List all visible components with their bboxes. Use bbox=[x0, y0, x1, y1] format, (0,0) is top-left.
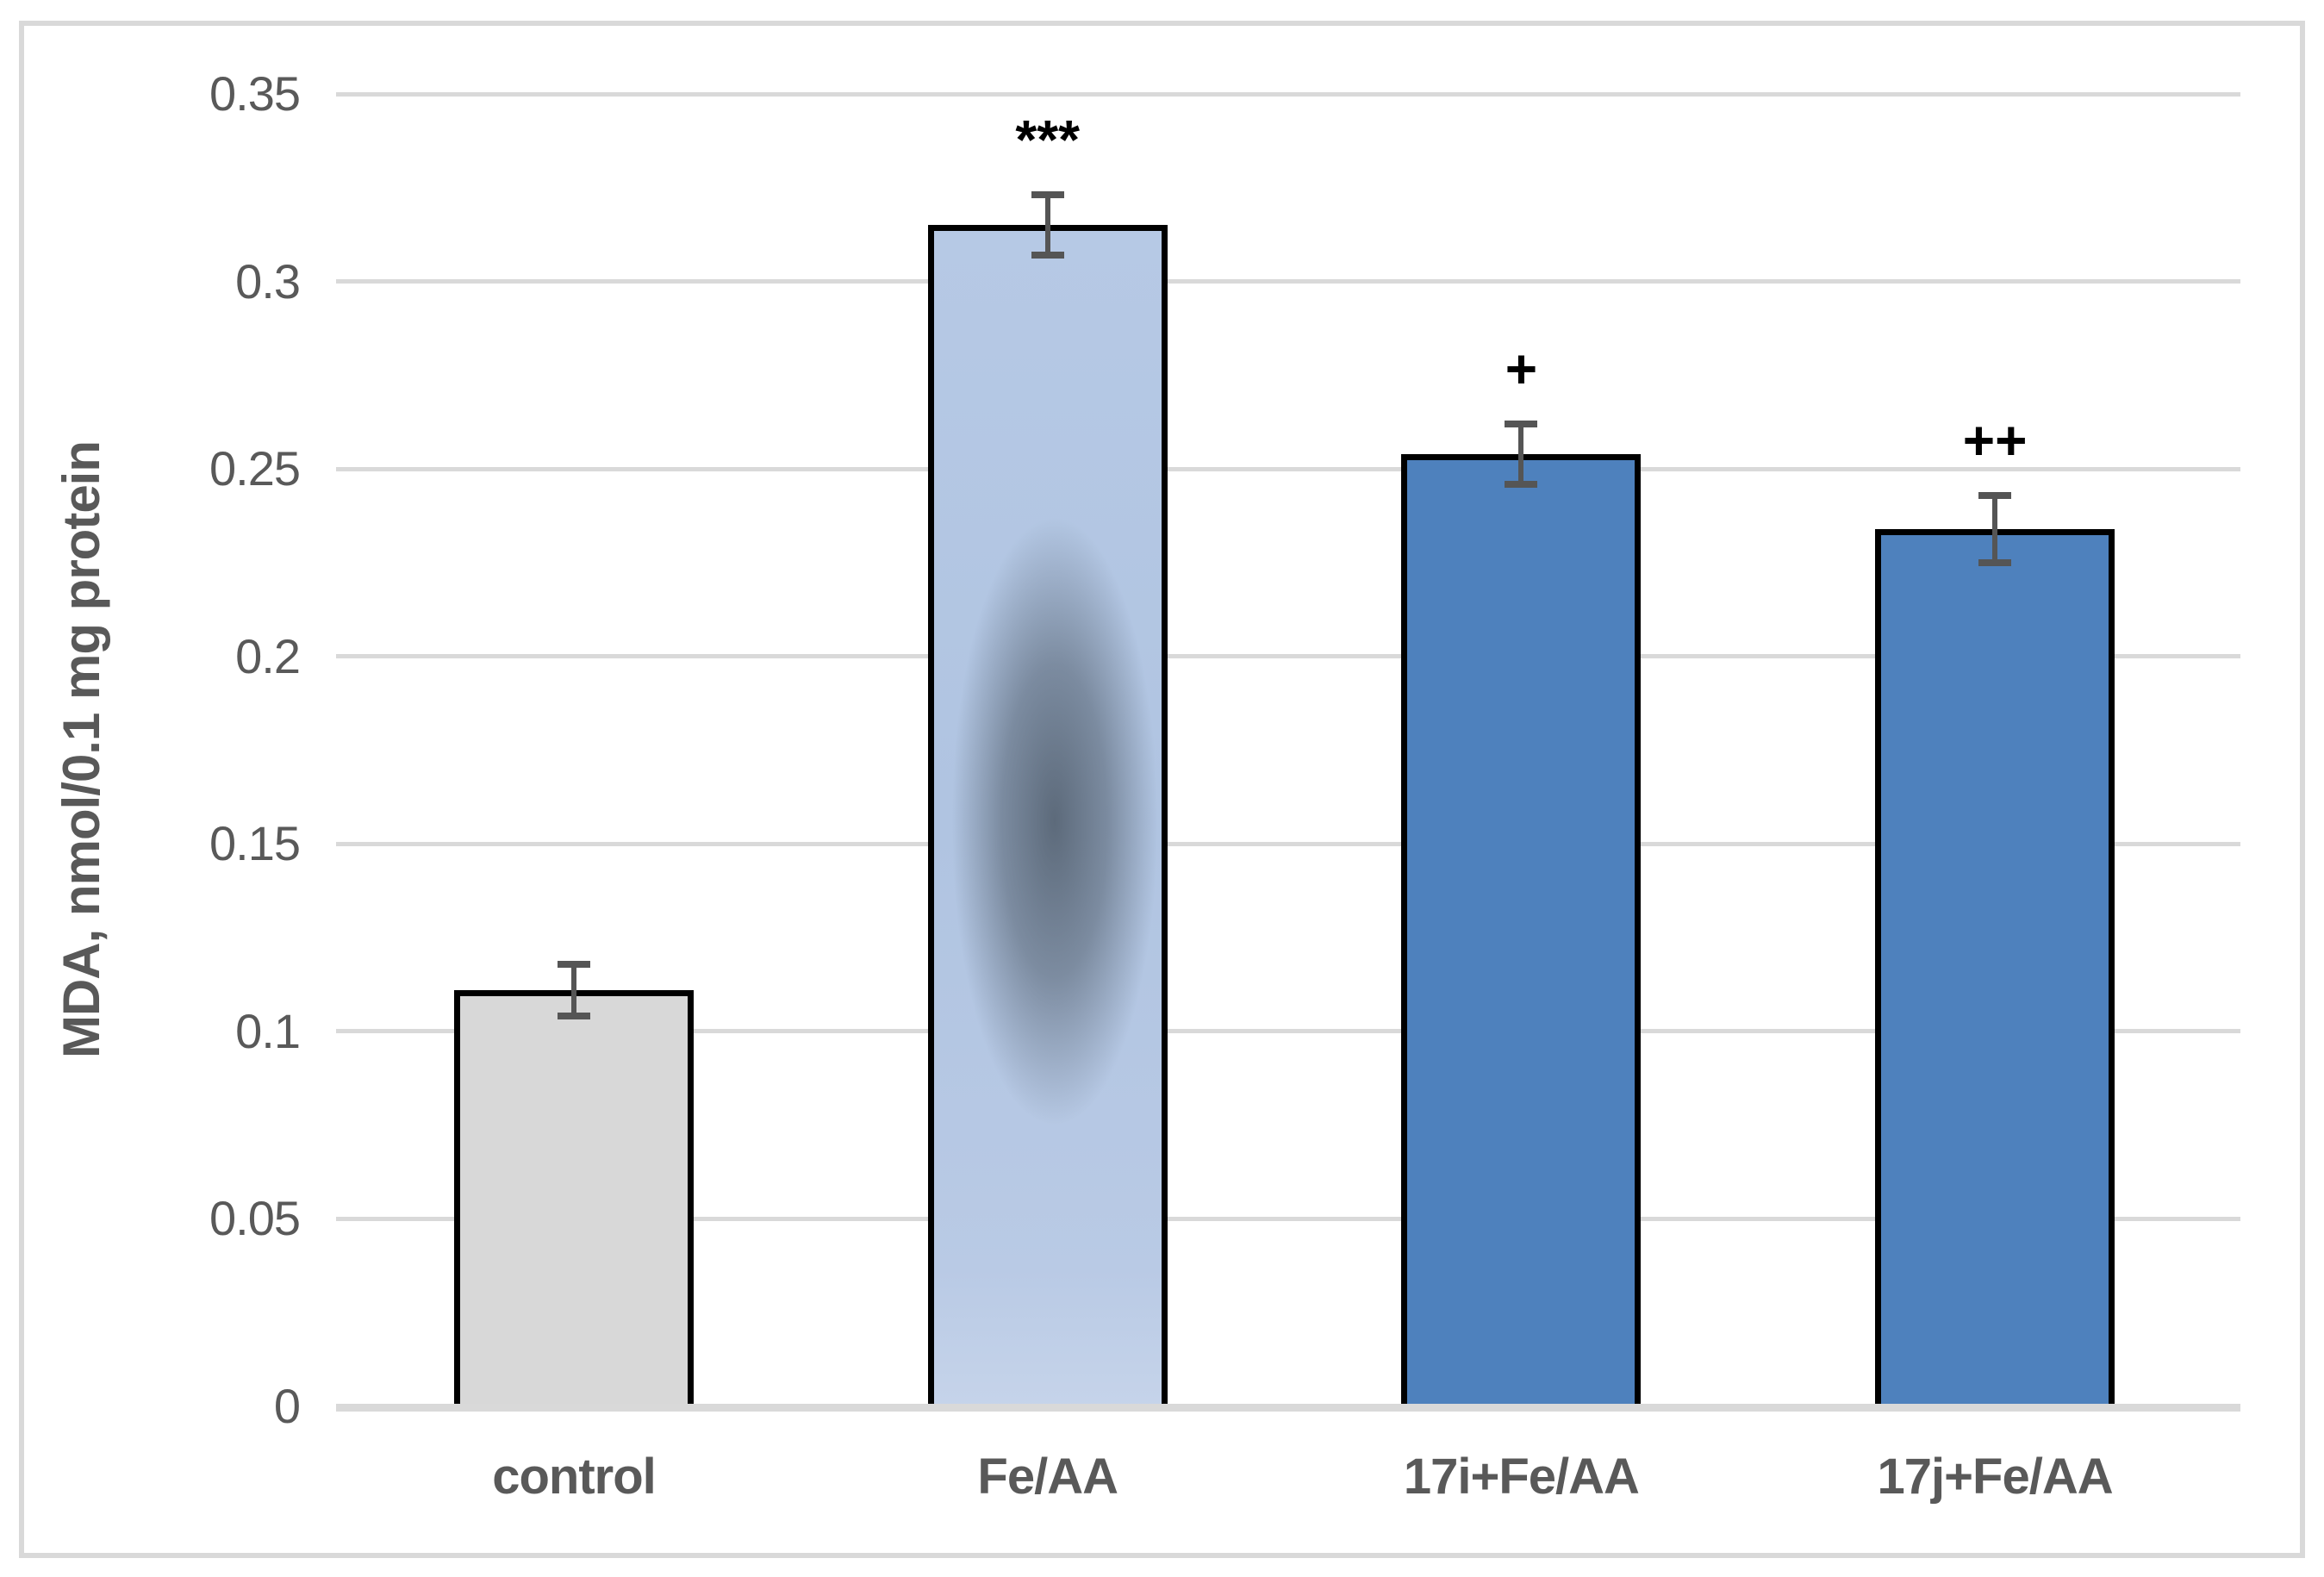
gridline-0.3 bbox=[336, 279, 2240, 284]
gridline-0.05 bbox=[336, 1216, 2240, 1221]
x-category-label-Fe/AA: Fe/AA bbox=[977, 1449, 1118, 1505]
error-cap-top-Fe/AA bbox=[1031, 191, 1064, 199]
error-cap-bottom-Fe/AA bbox=[1031, 252, 1064, 259]
error-cap-bottom-17i+Fe/AA bbox=[1505, 480, 1538, 488]
figure-border bbox=[19, 21, 2305, 1558]
error-cap-top-control bbox=[558, 960, 590, 968]
x-category-label-control: control bbox=[492, 1449, 657, 1505]
y-tick-label-0: 0 bbox=[273, 1379, 301, 1433]
error-bar-Fe/AA bbox=[1044, 195, 1050, 256]
significance-annotation-17j+Fe/AA: ++ bbox=[1962, 408, 2028, 471]
y-tick-label-0.1: 0.1 bbox=[235, 1003, 301, 1058]
y-axis-title: MDA, nmol/0.1 mg protein bbox=[53, 440, 110, 1059]
gridline-0.15 bbox=[336, 841, 2240, 846]
error-bar-17i+Fe/AA bbox=[1518, 423, 1524, 484]
y-tick-label-0.05: 0.05 bbox=[209, 1191, 301, 1246]
bar-control bbox=[454, 989, 694, 1412]
x-category-label-17j+Fe/AA: 17j+Fe/AA bbox=[1877, 1449, 2114, 1505]
error-cap-top-17i+Fe/AA bbox=[1505, 420, 1538, 427]
error-cap-top-17j+Fe/AA bbox=[1978, 491, 2012, 499]
bar-Fe/AA bbox=[927, 225, 1168, 1412]
bar-17i+Fe/AA bbox=[1401, 453, 1642, 1412]
y-tick-label-0.25: 0.25 bbox=[209, 441, 301, 496]
gridline-0.25 bbox=[336, 466, 2240, 471]
error-bar-17j+Fe/AA bbox=[1992, 495, 1998, 563]
y-tick-label-0.35: 0.35 bbox=[209, 66, 301, 121]
error-cap-bottom-17j+Fe/AA bbox=[1978, 558, 2012, 566]
x-axis-line bbox=[336, 1404, 2240, 1412]
error-bar-control bbox=[571, 963, 576, 1017]
error-cap-bottom-control bbox=[558, 1013, 590, 1020]
x-category-label-17i+Fe/AA: 17i+Fe/AA bbox=[1403, 1449, 1640, 1505]
significance-annotation-Fe/AA: *** bbox=[1015, 109, 1081, 171]
bar-17j+Fe/AA bbox=[1875, 528, 2115, 1412]
significance-annotation-17i+Fe/AA: + bbox=[1505, 337, 1538, 400]
y-tick-label-0.15: 0.15 bbox=[209, 816, 301, 871]
y-tick-label-0.3: 0.3 bbox=[235, 253, 301, 309]
gridline-0.1 bbox=[336, 1029, 2240, 1034]
gridline-0.35 bbox=[336, 91, 2240, 97]
y-tick-label-0.2: 0.2 bbox=[235, 628, 301, 683]
gridline-0.2 bbox=[336, 654, 2240, 659]
